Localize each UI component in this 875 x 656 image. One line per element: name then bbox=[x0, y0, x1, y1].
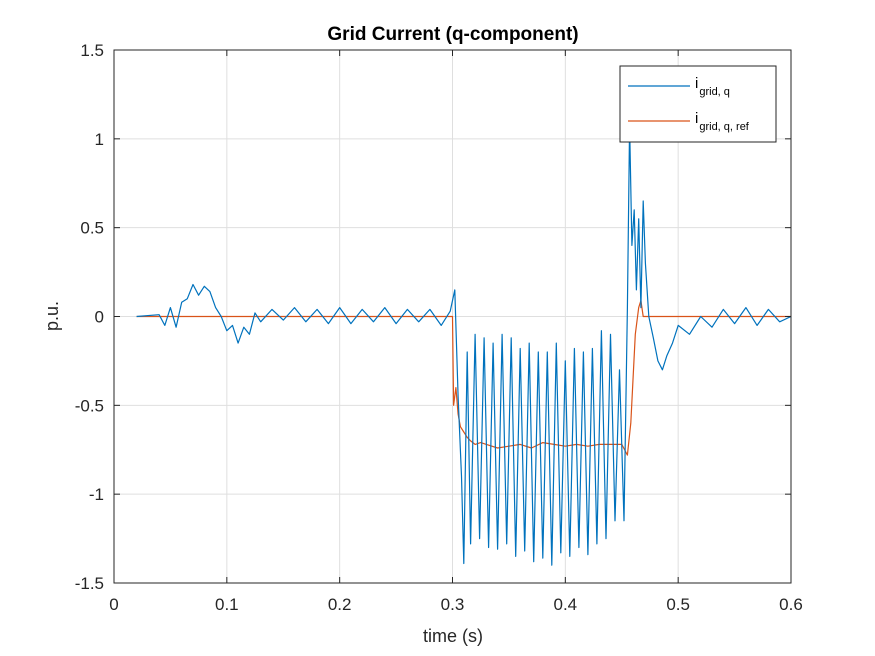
x-tick-label: 0.3 bbox=[441, 595, 465, 614]
series-line-igrid-q bbox=[136, 123, 792, 566]
y-tick-label: 1.5 bbox=[80, 41, 104, 60]
x-tick-label: 0.2 bbox=[328, 595, 352, 614]
x-tick-label: 0.6 bbox=[779, 595, 803, 614]
y-tick-label: -0.5 bbox=[75, 396, 104, 415]
x-axis-label: time (s) bbox=[423, 626, 483, 646]
x-tick-label: 0.1 bbox=[215, 595, 239, 614]
y-tick-label: -1.5 bbox=[75, 574, 104, 593]
x-tick-label: 0.4 bbox=[554, 595, 578, 614]
y-tick-label: 1 bbox=[95, 130, 104, 149]
legend-label-igrid-q: igrid, q bbox=[695, 75, 730, 98]
legend-label-subscript: grid, q, ref bbox=[699, 121, 749, 133]
legend-box bbox=[619, 65, 777, 143]
y-axis-label: p.u. bbox=[42, 301, 62, 331]
legend-label-igrid-q-ref: igrid, q, ref bbox=[695, 110, 750, 133]
series-layer bbox=[136, 123, 792, 566]
legend-label-subscript: grid, q bbox=[699, 86, 730, 98]
tick-labels: 0 0.1 0.2 0.3 0.4 0.5 0.6 -1.5 -1 -0.5 0 0.5 1 1.5 bbox=[75, 41, 803, 614]
y-tick-label: -1 bbox=[89, 485, 104, 504]
legend-label-main: i bbox=[695, 110, 698, 127]
ticks bbox=[113, 49, 792, 584]
legend-label-main: i bbox=[695, 75, 698, 92]
y-tick-label: 0 bbox=[95, 308, 104, 327]
x-tick-label: 0 bbox=[109, 595, 118, 614]
y-tick-label: 0.5 bbox=[80, 219, 104, 238]
chart-title: Grid Current (q-component) bbox=[327, 24, 578, 45]
x-tick-label: 0.5 bbox=[666, 595, 690, 614]
